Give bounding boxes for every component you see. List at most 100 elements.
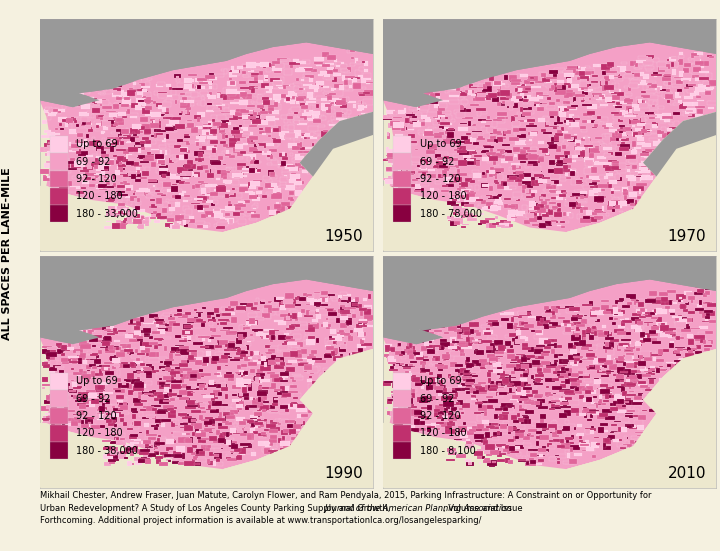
Bar [623, 444, 633, 447]
Bar [42, 387, 45, 389]
Bar [683, 317, 693, 322]
Bar [642, 166, 650, 171]
Bar [71, 176, 76, 179]
Bar [215, 445, 218, 450]
Bar [90, 424, 96, 428]
Bar [166, 366, 171, 371]
Bar [106, 177, 110, 179]
Bar [632, 73, 638, 77]
Bar [492, 98, 498, 102]
Bar [503, 152, 507, 154]
Bar [48, 424, 56, 427]
Bar [130, 434, 138, 437]
Bar [244, 120, 251, 125]
Bar [228, 458, 238, 461]
Bar [650, 396, 654, 399]
Bar [564, 410, 570, 416]
Bar [440, 122, 450, 126]
Bar [96, 160, 99, 163]
Bar [665, 82, 671, 85]
Bar [564, 134, 571, 139]
Bar [685, 388, 690, 392]
Bar [148, 206, 155, 208]
Bar [528, 347, 534, 352]
Bar [181, 142, 186, 145]
Bar [360, 356, 370, 361]
Bar [534, 379, 540, 384]
Bar [580, 358, 590, 359]
Bar [277, 192, 280, 194]
Bar [479, 359, 487, 364]
Bar [449, 166, 454, 169]
Bar [317, 136, 324, 140]
Bar [503, 130, 506, 136]
Bar [170, 117, 181, 120]
Bar [472, 339, 481, 342]
Bar [235, 157, 243, 159]
Bar [89, 375, 94, 377]
Bar [441, 171, 445, 174]
Bar [228, 204, 232, 209]
Bar [191, 173, 194, 176]
Bar [536, 81, 544, 83]
Bar [76, 124, 79, 127]
Bar [486, 365, 490, 370]
Bar [286, 316, 290, 320]
Bar [477, 110, 481, 116]
Bar [59, 399, 62, 403]
Bar [466, 357, 470, 361]
Bar [618, 74, 622, 79]
Bar [359, 133, 367, 136]
Bar [88, 393, 96, 398]
Bar [187, 371, 197, 375]
Bar [187, 164, 197, 169]
Bar [96, 126, 104, 131]
Bar [216, 121, 222, 127]
Bar [561, 413, 566, 418]
Bar [123, 402, 127, 406]
Bar [114, 120, 120, 125]
Bar [268, 399, 277, 404]
Bar [358, 322, 362, 323]
Bar [495, 101, 498, 102]
Bar [358, 361, 364, 365]
Bar [586, 334, 590, 340]
Bar [400, 141, 405, 145]
Bar [328, 317, 336, 321]
Bar [176, 77, 179, 80]
Bar [179, 181, 185, 184]
Bar [625, 98, 630, 100]
Bar [534, 347, 543, 349]
Polygon shape [223, 349, 373, 488]
Bar [407, 343, 413, 347]
Bar [236, 399, 243, 405]
Bar [312, 396, 323, 400]
Bar [653, 58, 659, 62]
Bar [337, 123, 346, 126]
Bar [703, 383, 713, 387]
Bar [563, 165, 571, 168]
Bar [552, 359, 558, 363]
Bar [265, 127, 271, 133]
Bar [612, 206, 622, 208]
Bar [345, 363, 350, 369]
Bar [444, 332, 449, 334]
Bar [617, 199, 626, 203]
Bar [439, 380, 444, 385]
Bar [241, 375, 245, 377]
Bar [300, 325, 308, 330]
Bar [202, 129, 212, 135]
Bar [495, 406, 503, 411]
Bar [594, 436, 600, 439]
Bar [115, 361, 118, 363]
Bar [508, 439, 514, 442]
Bar [627, 302, 632, 305]
Bar [306, 294, 312, 297]
Bar [103, 414, 112, 419]
Bar [154, 392, 163, 396]
Bar [148, 121, 158, 123]
Bar [248, 168, 255, 173]
Bar [536, 441, 539, 446]
Bar [575, 139, 580, 144]
Bar [293, 395, 298, 398]
